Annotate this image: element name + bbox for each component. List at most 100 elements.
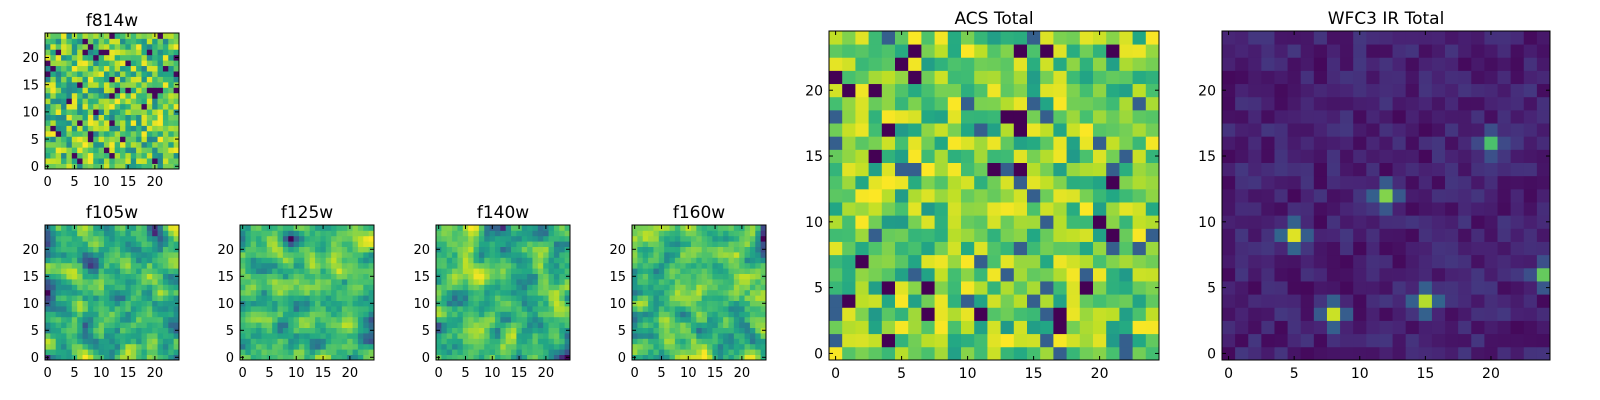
heatmap-cell	[680, 252, 686, 258]
heatmap-cell	[288, 235, 294, 242]
heatmap-cell	[1066, 162, 1081, 177]
heatmap-cell	[760, 252, 767, 258]
heatmap-cell	[974, 320, 988, 335]
heatmap-cell	[1235, 228, 1249, 242]
heatmap-cell	[1405, 31, 1420, 45]
heatmap-cell	[277, 295, 284, 301]
heatmap-cell	[1261, 44, 1275, 58]
heatmap-cell	[1445, 320, 1459, 335]
heatmap-cell	[288, 295, 294, 301]
heatmap-cell	[1066, 320, 1081, 335]
heatmap-cell	[728, 284, 735, 291]
heatmap-cell	[114, 54, 121, 61]
heatmap-cell	[669, 327, 676, 334]
heatmap-cell	[728, 246, 735, 253]
heatmap-cell	[347, 257, 353, 264]
heatmap-cell	[82, 81, 89, 88]
heatmap-cell	[868, 44, 883, 58]
heatmap-cell	[473, 295, 480, 301]
heatmap-cell	[245, 252, 252, 258]
heatmap-cell	[664, 246, 670, 253]
heatmap-cell	[717, 349, 724, 355]
heatmap-cell	[93, 33, 99, 39]
heatmap-cell	[136, 43, 142, 50]
heatmap-cell	[1340, 44, 1354, 58]
heatmap-cell	[658, 349, 665, 355]
heatmap-cell	[543, 262, 549, 269]
heatmap-cell	[1222, 136, 1236, 150]
heatmap-cell	[45, 120, 51, 126]
heatmap-cell	[109, 246, 116, 253]
heatmap-cell	[511, 257, 517, 264]
heatmap-cell	[500, 279, 507, 285]
heatmap-cell	[55, 49, 62, 56]
heatmap-cell	[1093, 44, 1107, 58]
heatmap-cell	[336, 246, 343, 253]
heatmap-cell	[947, 31, 962, 45]
heatmap-cell	[1106, 83, 1120, 98]
heatmap-cell	[103, 109, 110, 115]
heatmap-cell	[168, 158, 175, 164]
heatmap-cell	[559, 322, 566, 328]
heatmap-cell	[564, 316, 571, 323]
heatmap-cell	[309, 327, 316, 334]
heatmap-cell	[658, 333, 665, 339]
heatmap-cell	[125, 49, 132, 56]
heatmap-cell	[141, 49, 148, 56]
x-tick-label: 10	[484, 366, 501, 381]
heatmap-cell	[908, 294, 922, 308]
heatmap-cell	[61, 125, 67, 132]
heatmap-cell	[162, 316, 169, 323]
heatmap-cell	[489, 311, 496, 318]
heatmap-cell	[707, 338, 713, 345]
heatmap-cell	[521, 338, 528, 345]
heatmap-cell	[1132, 136, 1147, 150]
heatmap-cell	[559, 300, 566, 307]
heatmap-cell	[1300, 44, 1315, 58]
heatmap-cell	[468, 268, 474, 274]
heatmap-cell	[1313, 44, 1328, 58]
heatmap-cell	[82, 354, 89, 361]
heatmap-cell	[680, 235, 686, 242]
heatmap-cell	[1471, 149, 1485, 163]
heatmap-cell	[855, 96, 869, 111]
heatmap-cell	[868, 162, 883, 177]
heatmap-cell	[1366, 44, 1380, 58]
heatmap-cell	[1222, 149, 1236, 163]
heatmap-cell	[162, 225, 169, 231]
heatmap-cell	[908, 188, 922, 203]
heatmap-cell	[1458, 123, 1472, 137]
heatmap-cell	[543, 306, 549, 312]
x-tick-label: 10	[1351, 366, 1369, 382]
heatmap-cell	[1079, 346, 1094, 361]
heatmap-cell	[749, 273, 756, 280]
heatmap-cell	[304, 225, 311, 231]
heatmap-cell	[363, 338, 370, 345]
heatmap-cell	[717, 230, 724, 237]
heatmap-cell	[637, 241, 644, 247]
heatmap-cell	[136, 306, 142, 312]
heatmap-cell	[45, 279, 51, 285]
heatmap-cell	[717, 279, 724, 285]
heatmap-cell	[162, 130, 169, 137]
heatmap-cell	[45, 103, 51, 110]
heatmap-cell	[473, 322, 480, 328]
heatmap-cell	[320, 289, 327, 296]
heatmap-cell	[293, 311, 300, 318]
heatmap-cell	[146, 268, 153, 274]
heatmap-cell	[500, 316, 507, 323]
heatmap-cell	[1222, 175, 1236, 190]
heatmap-cell	[325, 306, 332, 312]
heatmap-cell	[1300, 96, 1315, 111]
heatmap-cell	[1418, 333, 1433, 348]
heatmap-cell	[168, 225, 175, 231]
heatmap-cell	[505, 289, 512, 296]
heatmap-cell	[511, 262, 517, 269]
heatmap-cell	[98, 306, 105, 312]
heatmap-cell	[934, 202, 949, 216]
heatmap-cell	[1040, 202, 1054, 216]
heatmap-cell	[690, 338, 697, 345]
heatmap-cell	[532, 306, 539, 312]
heatmap-cell	[1431, 96, 1446, 111]
